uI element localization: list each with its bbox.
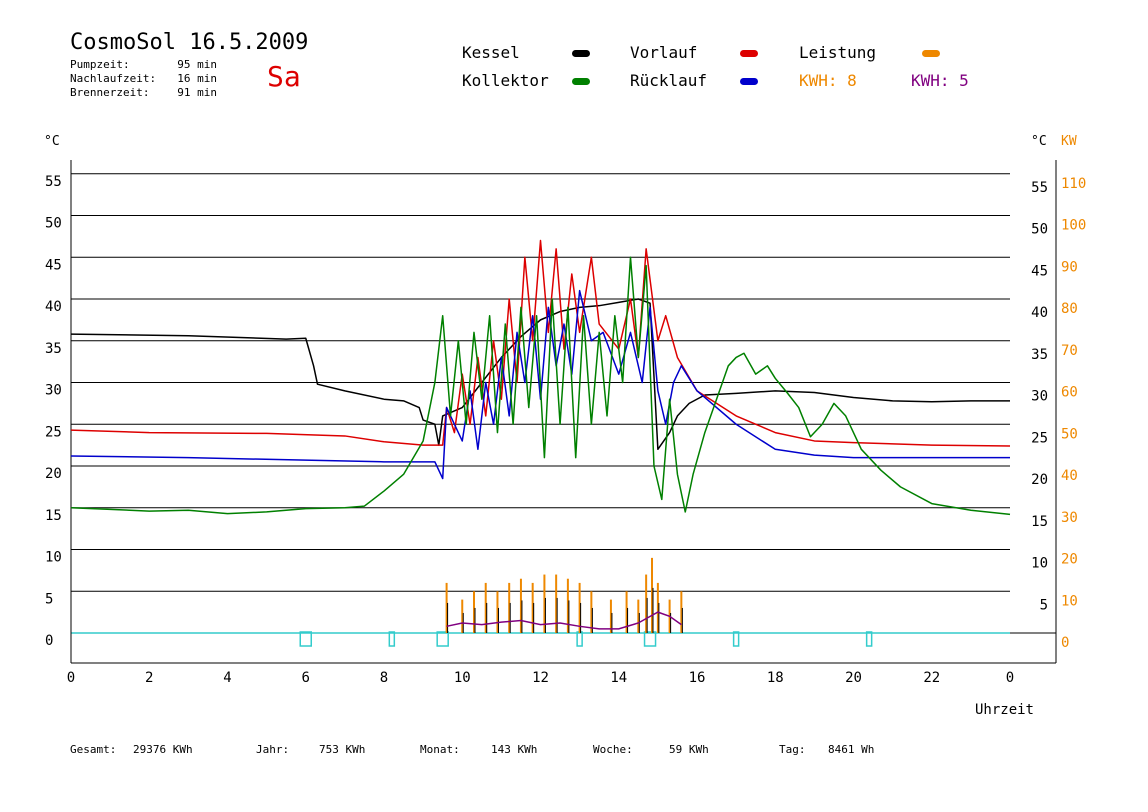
- y-tick-right: 35: [1031, 347, 1048, 363]
- y-tick-kw: 80: [1061, 301, 1078, 317]
- y-tick-right: 20: [1031, 472, 1048, 488]
- x-tick: 16: [689, 670, 706, 686]
- legend-leistung-swatch: [922, 50, 940, 57]
- y-axis-label-right: °C: [1031, 134, 1047, 149]
- legend-ruecklauf-swatch: [740, 78, 758, 85]
- footer-woche-label: Woche:: [593, 743, 633, 756]
- x-tick: 20: [845, 670, 862, 686]
- legend-kwh2: KWH: 5: [911, 71, 969, 90]
- x-tick: 0: [67, 670, 75, 686]
- y-tick-left: 30: [45, 383, 62, 399]
- y-tick-right: 5: [1040, 597, 1048, 613]
- y-tick-right: 15: [1031, 514, 1048, 530]
- y-tick-kw: 100: [1061, 218, 1086, 234]
- y-tick-kw: 40: [1061, 468, 1078, 484]
- kwh2-line: [446, 611, 682, 630]
- stat-value: 16 min: [177, 72, 217, 85]
- y-tick-left: 10: [45, 550, 62, 566]
- x-axis-label: Uhrzeit: [975, 702, 1034, 718]
- y-tick-right: 40: [1031, 305, 1048, 321]
- y-tick-right: 55: [1031, 180, 1048, 196]
- stat-value: 91 min: [177, 86, 217, 99]
- y-tick-left: 20: [45, 466, 62, 482]
- legend-leistung: Leistung: [799, 43, 877, 62]
- series-line-kollektor: [70, 256, 1011, 516]
- x-tick: 18: [767, 670, 784, 686]
- pump-mark: [576, 631, 583, 647]
- x-tick: 22: [923, 670, 940, 686]
- y-tick-left: 15: [45, 508, 62, 524]
- y-tick-right: 25: [1031, 430, 1048, 446]
- footer-jahr-value: 753 KWh: [319, 743, 366, 756]
- footer-gesamt-label: Gesamt:: [70, 743, 117, 756]
- chart-title: CosmoSol 16.5.2009: [70, 30, 309, 55]
- y-tick-left: 35: [45, 341, 62, 357]
- y-tick-right: 50: [1031, 222, 1048, 238]
- pump-mark: [299, 631, 312, 647]
- y-tick-left: 40: [45, 299, 62, 315]
- footer-tag-label: Tag:: [779, 743, 806, 756]
- legend-vorlauf-swatch: [740, 50, 758, 57]
- footer-monat-label: Monat:: [420, 743, 460, 756]
- pump-mark: [388, 631, 396, 647]
- y-tick-kw: 10: [1061, 593, 1078, 609]
- pump-mark: [865, 631, 873, 647]
- legend-kessel-swatch: [572, 50, 590, 57]
- legend-kollektor-swatch: [572, 78, 590, 85]
- stat-label: Nachlaufzeit:: [70, 72, 157, 85]
- y-tick-kw: 50: [1061, 426, 1078, 442]
- y-tick-kw: 70: [1061, 343, 1078, 359]
- x-tick: 0: [1006, 670, 1014, 686]
- y-tick-kw: 110: [1061, 176, 1086, 192]
- y-tick-right: 30: [1031, 389, 1048, 405]
- footer-woche-value: 59 KWh: [669, 743, 709, 756]
- legend-kwh1: KWH: 8: [799, 71, 857, 90]
- y-tick-kw: 90: [1061, 259, 1078, 275]
- legend-ruecklauf: Rücklauf: [630, 71, 708, 90]
- stat-label: Pumpzeit:: [70, 58, 130, 71]
- y-tick-right: 10: [1031, 556, 1048, 572]
- y-tick-right: 45: [1031, 263, 1048, 279]
- y-tick-left: 0: [45, 633, 53, 649]
- footer-tag-value: 8461 Wh: [828, 743, 875, 756]
- footer-monat-value: 143 KWh: [491, 743, 538, 756]
- stat-label: Brennerzeit:: [70, 86, 150, 99]
- pump-mark: [643, 631, 657, 647]
- stat-value: 95 min: [177, 58, 217, 71]
- x-tick: 6: [302, 670, 310, 686]
- x-tick: 12: [532, 670, 549, 686]
- y-tick-kw: 30: [1061, 510, 1078, 526]
- y-tick-left: 45: [45, 257, 62, 273]
- y-axis-label-kw: KW: [1061, 134, 1077, 149]
- legend-kollektor: Kollektor: [462, 71, 549, 90]
- y-tick-kw: 0: [1061, 635, 1069, 651]
- y-axis-label-left: °C: [44, 134, 60, 149]
- legend-kessel: Kessel: [462, 43, 520, 62]
- pump-mark: [436, 631, 449, 647]
- x-tick: 4: [223, 670, 231, 686]
- x-tick: 2: [145, 670, 153, 686]
- y-tick-left: 50: [45, 216, 62, 232]
- footer-jahr-label: Jahr:: [256, 743, 290, 756]
- x-tick: 10: [454, 670, 471, 686]
- y-tick-kw: 20: [1061, 552, 1078, 568]
- x-tick: 8: [380, 670, 388, 686]
- x-tick: 14: [610, 670, 627, 686]
- y-tick-left: 25: [45, 424, 62, 440]
- y-tick-left: 5: [45, 591, 53, 607]
- y-tick-kw: 60: [1061, 385, 1078, 401]
- series-line-vorlauf: [70, 239, 1011, 447]
- legend-vorlauf: Vorlauf: [630, 43, 698, 62]
- weekday-label: Sa: [267, 60, 301, 93]
- series-line-ruecklauf: [70, 289, 1010, 480]
- footer-gesamt-value: 29376 KWh: [133, 743, 193, 756]
- pump-mark: [732, 631, 740, 647]
- y-tick-left: 55: [45, 174, 62, 190]
